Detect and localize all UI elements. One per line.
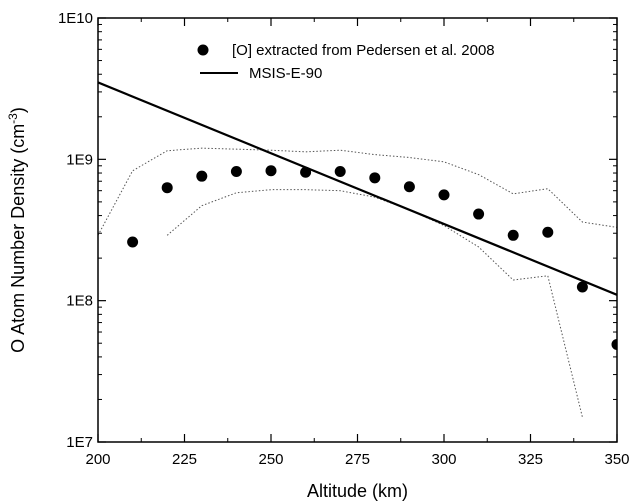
data-point xyxy=(439,189,450,200)
legend-label-points: [O] extracted from Pedersen et al. 2008 xyxy=(232,42,495,59)
plot-frame xyxy=(98,18,617,442)
y-axis-title-main: O Atom Number Density (cm xyxy=(8,124,28,353)
plot-content xyxy=(98,82,623,417)
x-tick-label: 350 xyxy=(604,451,629,468)
data-point xyxy=(127,237,138,248)
y-axis-title-end: ) xyxy=(8,107,28,113)
x-tick-label: 275 xyxy=(345,451,370,468)
y-tick-label: 1E9 xyxy=(66,151,93,168)
data-point xyxy=(473,209,484,220)
x-tick-label: 250 xyxy=(258,451,283,468)
data-point xyxy=(508,230,519,241)
data-point xyxy=(266,165,277,176)
y-tick-label: 1E8 xyxy=(66,293,93,310)
y-axis-title: O Atom Number Density (cm-3) xyxy=(6,107,28,353)
x-tick-label: 325 xyxy=(518,451,543,468)
data-point xyxy=(404,181,415,192)
data-point xyxy=(577,281,588,292)
legend-label-line: MSIS-E-90 xyxy=(249,65,322,82)
data-point xyxy=(300,167,311,178)
x-tick-label: 225 xyxy=(172,451,197,468)
x-axis-title: Altitude (km) xyxy=(307,481,408,501)
uncertainty-bound-3 xyxy=(167,190,582,417)
data-point xyxy=(369,172,380,183)
data-point xyxy=(335,166,346,177)
axes: 200 225 250 275 300 325 350 1E7 1E8 1E9 1E10 xyxy=(58,10,630,468)
data-point xyxy=(231,166,242,177)
legend-marker-points xyxy=(198,45,209,56)
y-tick-label: 1E7 xyxy=(66,434,93,451)
y-axis-title-sup: -3 xyxy=(6,113,20,124)
legend: [O] extracted from Pedersen et al. 2008 … xyxy=(198,42,495,82)
uncertainty-bound-2 xyxy=(98,148,617,235)
x-tick-label: 200 xyxy=(85,451,110,468)
msis-model-line xyxy=(98,82,617,294)
data-point xyxy=(542,227,553,238)
data-point xyxy=(196,171,207,182)
data-point xyxy=(162,182,173,193)
x-tick-label: 300 xyxy=(431,451,456,468)
y-tick-label: 1E10 xyxy=(58,10,93,27)
